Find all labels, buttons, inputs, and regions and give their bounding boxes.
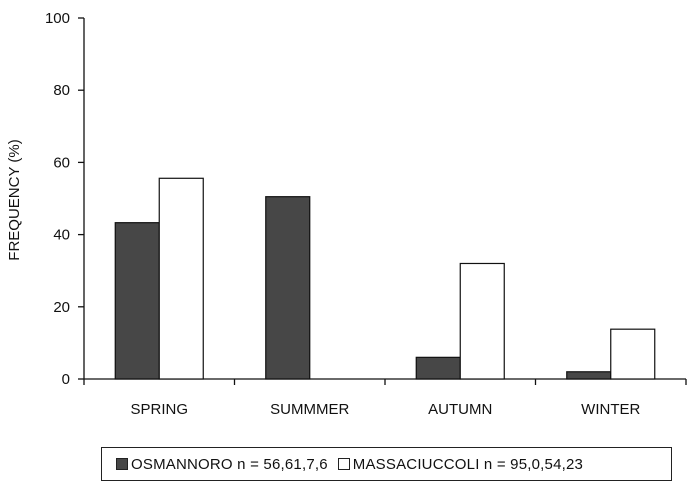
x-tick-label: AUTUMN (428, 401, 492, 418)
chart-legend: OSMANNORO n = 56,61,7,6 MASSACIUCCOLI n … (101, 447, 672, 481)
legend-item-massaciuccoli: MASSACIUCCOLI n = 95,0,54,23 (337, 455, 584, 473)
legend-item-osmannoro: OSMANNORO n = 56,61,7,6 (116, 456, 328, 473)
legend-swatch (337, 458, 350, 470)
bar (566, 371, 612, 380)
legend-label: OSMANNORO n = 56,61,7,6 (131, 455, 328, 473)
y-tick-label: 40 (53, 227, 70, 244)
x-tick-label: SUMMMER (270, 401, 349, 418)
legend-swatch (116, 458, 128, 470)
bar (114, 222, 160, 380)
y-axis-label: FREQUENCY (%) (6, 139, 23, 260)
x-tick-label: SPRING (130, 401, 188, 418)
x-axis: SPRING SUMMMER AUTUMN WINTER (83, 378, 687, 418)
y-tick-label: 80 (53, 82, 70, 99)
y-tick-label: 100 (45, 10, 70, 27)
legend-label: MASSACIUCCOLI n = 95,0,54,23 (352, 455, 584, 473)
bar (610, 328, 656, 380)
x-tick-label: WINTER (581, 401, 640, 418)
bar-chart: 0 20 40 60 80 100 SPRING SUMMMER AUTUMN WINTER F… (6, 10, 687, 418)
bar (415, 356, 461, 380)
y-tick-label: 0 (62, 371, 70, 388)
y-axis: 0 20 40 60 80 100 (45, 10, 85, 388)
bars (114, 177, 656, 380)
bar (459, 262, 505, 380)
bar (265, 196, 311, 380)
y-tick-label: 20 (53, 299, 70, 316)
bar (158, 177, 204, 380)
y-tick-label: 60 (53, 154, 70, 171)
